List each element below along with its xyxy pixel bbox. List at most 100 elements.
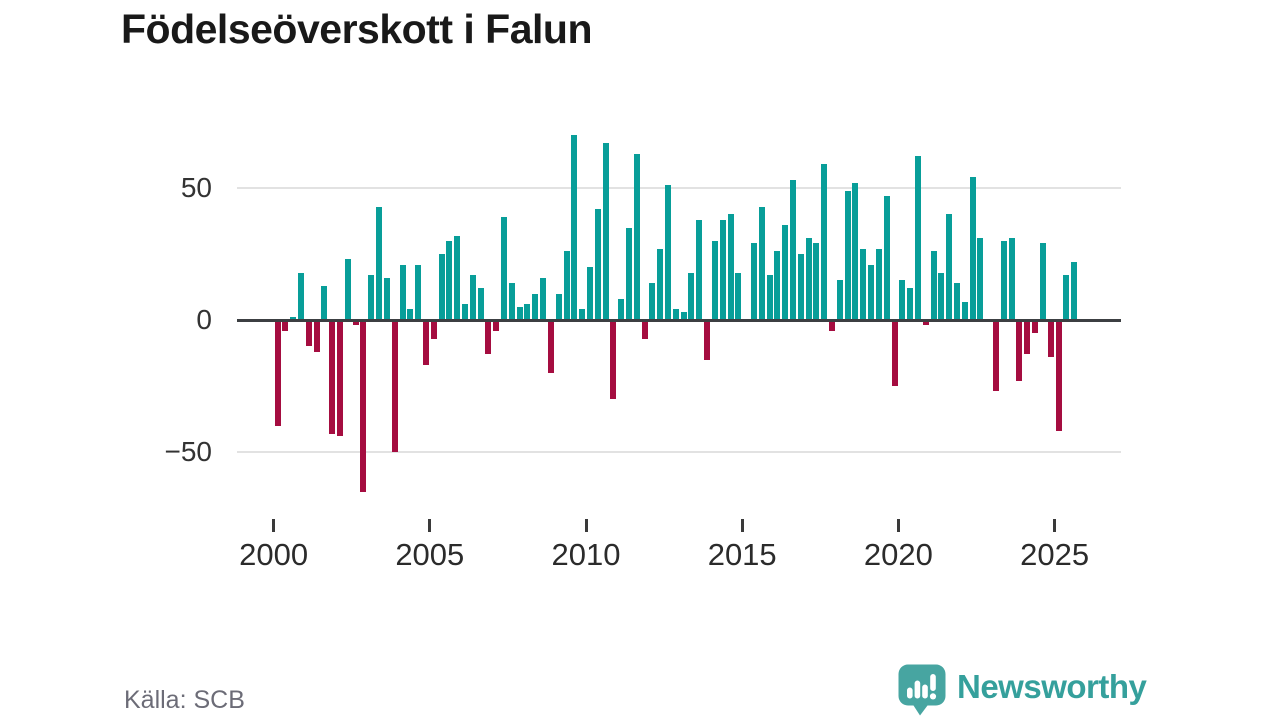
bar — [407, 309, 414, 320]
bar — [821, 164, 828, 320]
source-label: Källa: SCB — [124, 686, 245, 714]
bar — [508, 283, 515, 320]
bar — [579, 309, 586, 320]
bar — [735, 272, 742, 320]
bar — [555, 293, 562, 320]
bar — [961, 301, 968, 320]
bar — [922, 320, 929, 326]
bar — [571, 135, 578, 320]
bar — [836, 280, 843, 320]
bar — [602, 143, 609, 320]
bar — [868, 264, 875, 320]
gridline — [237, 187, 1121, 189]
bar — [415, 264, 422, 320]
bar — [586, 267, 593, 320]
logo-exclamation-stem — [930, 674, 936, 691]
bar — [1016, 320, 1023, 381]
bar — [469, 275, 476, 320]
bar — [704, 320, 710, 360]
bar — [454, 235, 461, 320]
bar — [766, 275, 773, 320]
bar — [665, 185, 671, 320]
x-axis-tick — [272, 519, 276, 532]
bar — [750, 243, 757, 320]
chart-title: Födelseöverskott i Falun — [121, 6, 593, 52]
bar — [790, 180, 796, 320]
bar — [485, 320, 492, 355]
bar — [376, 206, 382, 320]
bar — [438, 254, 445, 320]
bar — [860, 248, 867, 320]
bar — [313, 320, 320, 352]
bar — [797, 254, 804, 320]
bar — [501, 217, 507, 320]
bar — [1039, 243, 1046, 320]
logo-bar-2 — [914, 680, 921, 699]
bar — [1071, 261, 1078, 320]
bar — [399, 264, 406, 320]
bar — [337, 320, 343, 437]
bar — [680, 312, 687, 320]
bar — [696, 219, 703, 320]
bar — [1047, 320, 1054, 357]
logo-bar-3 — [922, 684, 928, 699]
y-axis-tick-label: 50 — [180, 172, 212, 203]
bar — [282, 320, 289, 331]
bar — [516, 306, 523, 320]
y-axis-tick-label: 0 — [196, 304, 212, 335]
bar — [633, 153, 640, 320]
bar — [446, 240, 453, 320]
bar — [727, 214, 734, 320]
x-axis-tick — [896, 519, 900, 532]
gridline — [237, 451, 1121, 453]
bar — [649, 283, 656, 320]
bar — [899, 280, 906, 320]
logo-exclamation-dot — [929, 693, 937, 700]
x-axis-tick — [740, 519, 744, 532]
bar — [610, 320, 617, 400]
x-axis-tick — [428, 519, 432, 532]
bar — [758, 206, 765, 320]
y-axis-tick-label: −50 — [164, 436, 213, 467]
bar — [344, 259, 351, 320]
bar — [563, 251, 570, 320]
bar — [493, 320, 500, 331]
newsworthy-logo-icon — [898, 664, 946, 716]
bar — [422, 320, 429, 365]
x-axis-tick-label: 2025 — [1020, 537, 1090, 572]
brand-lockup: Newsworthy — [897, 663, 1147, 717]
bar — [641, 320, 648, 339]
bar — [938, 272, 945, 320]
bar — [1024, 320, 1031, 355]
bar — [430, 320, 437, 339]
x-axis-tick-label: 2005 — [395, 537, 465, 572]
bar — [914, 156, 921, 320]
bar — [852, 182, 859, 320]
bar — [532, 293, 539, 320]
bar — [907, 288, 914, 320]
logo-bar-1 — [907, 687, 913, 699]
bar — [547, 320, 554, 373]
bar — [954, 283, 960, 320]
bar — [711, 240, 718, 320]
x-axis-tick-label: 2010 — [551, 537, 621, 572]
x-axis-line — [237, 318, 1121, 322]
x-axis-tick — [584, 519, 588, 532]
x-axis-tick-label: 2000 — [239, 537, 309, 572]
bar — [657, 248, 664, 320]
bar — [1063, 275, 1070, 320]
bar — [383, 277, 390, 320]
bar — [1000, 240, 1007, 320]
bar — [829, 320, 835, 331]
bar — [321, 285, 328, 320]
bar — [946, 214, 953, 320]
bar — [1008, 238, 1015, 320]
bar — [930, 251, 937, 320]
bar — [626, 227, 632, 320]
bar — [844, 190, 851, 320]
bar — [352, 320, 359, 326]
bar — [891, 320, 898, 386]
bar — [274, 320, 281, 426]
bar — [1032, 320, 1039, 334]
